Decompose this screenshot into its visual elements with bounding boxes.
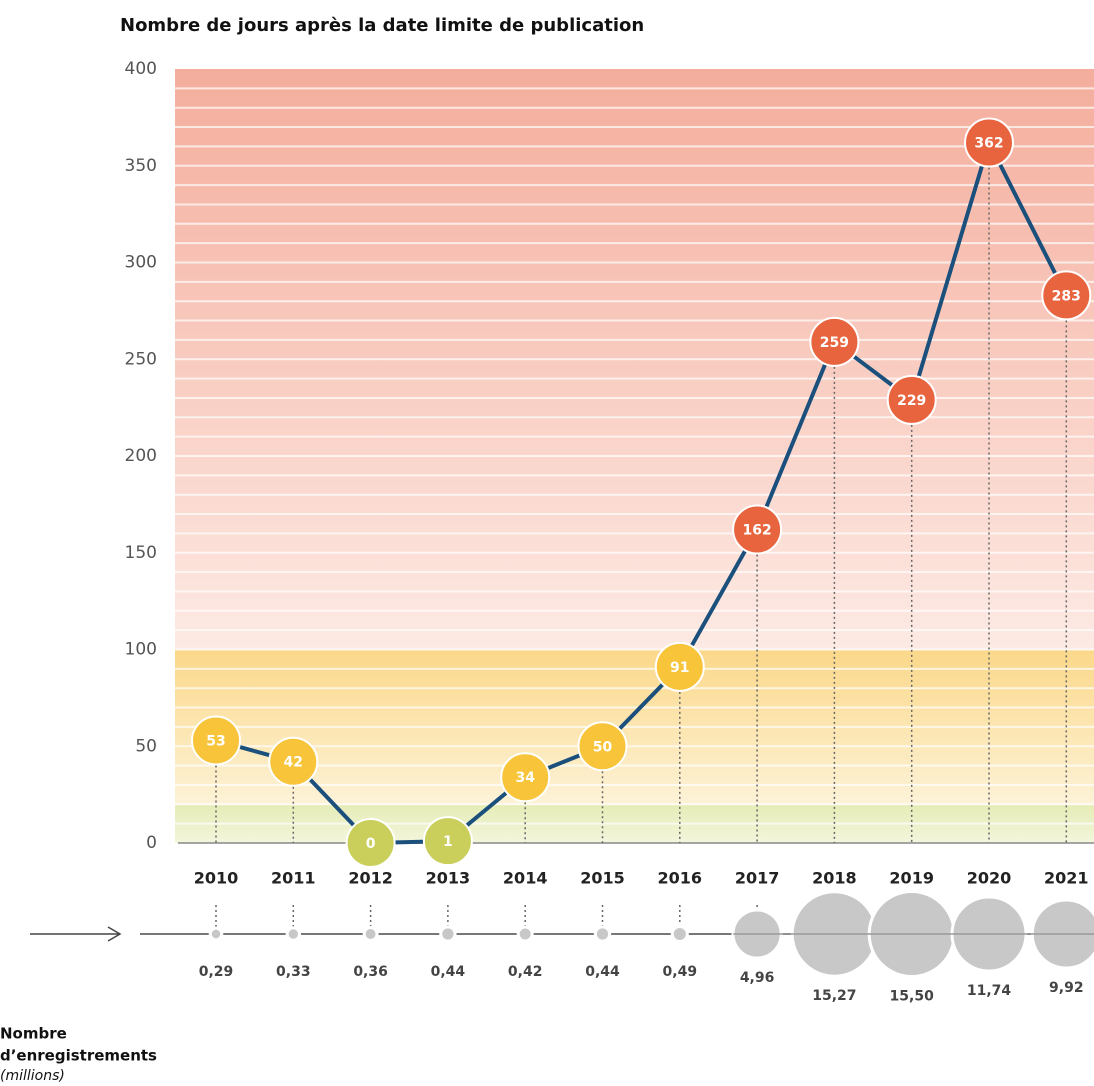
data-label: 50 [593, 739, 613, 755]
data-label: 259 [820, 335, 849, 351]
data-label: 283 [1052, 288, 1081, 304]
bubble-label: 0,49 [663, 964, 698, 980]
chart-title: Nombre de jours après la date limite de … [120, 15, 644, 36]
data-label: 162 [742, 523, 771, 539]
bubble [516, 925, 534, 943]
data-label: 362 [974, 136, 1003, 152]
data-label: 1 [443, 834, 453, 850]
y-tick-label: 200 [125, 446, 157, 466]
x-tick-label: 2020 [967, 869, 1012, 888]
bubble [285, 926, 302, 942]
bubble-label: 0,36 [353, 964, 388, 980]
row-label: d’enregistrements [0, 1047, 157, 1065]
x-tick-label: 2018 [812, 869, 857, 888]
marker [732, 504, 783, 555]
row-sublabel: (millions) [0, 1068, 65, 1084]
x-tick-label: 2013 [426, 869, 471, 888]
bubble-label: 0,44 [585, 964, 620, 980]
x-tick-label: 2015 [580, 869, 625, 888]
stripes [175, 87, 1094, 825]
y-tick-label: 400 [125, 59, 157, 79]
arrow [30, 926, 122, 942]
bubble-label: 9,92 [1049, 980, 1084, 996]
row-label: Nombre [0, 1025, 67, 1043]
x-tick-label: 2010 [194, 869, 239, 888]
bubble-label: 15,27 [812, 988, 856, 1004]
marker [345, 818, 396, 868]
bubble [439, 925, 457, 943]
x-tick-label: 2021 [1044, 869, 1089, 888]
x-tick-label: 2016 [658, 869, 703, 888]
y-tick-label: 150 [125, 543, 157, 563]
marker [577, 721, 628, 772]
data-label: 53 [206, 733, 225, 749]
y-tick-label: 250 [125, 349, 157, 369]
x-tick-label: 2012 [348, 869, 393, 888]
marker [654, 641, 705, 692]
marker [964, 117, 1014, 168]
bubble-label: 11,74 [967, 983, 1012, 999]
y-tick-label: 50 [135, 736, 157, 756]
x-tick-label: 2017 [735, 869, 780, 888]
y-tick-label: 300 [125, 253, 157, 273]
bubble-label: 4,96 [740, 970, 775, 986]
bubble [670, 924, 689, 944]
data-label: 42 [284, 755, 303, 771]
bubble [593, 925, 612, 943]
bubble-label: 0,44 [431, 964, 466, 980]
bubble-label: 0,33 [276, 964, 311, 980]
marker [500, 752, 551, 803]
marker [191, 715, 241, 766]
bubble [208, 926, 224, 942]
y-tick-label: 100 [125, 640, 157, 660]
y-tick-label: 0 [146, 833, 157, 853]
bubble [362, 926, 379, 942]
bubble-label: 0,29 [199, 964, 234, 980]
marker [422, 816, 473, 867]
marker [886, 374, 937, 425]
marker [268, 736, 319, 787]
bubble-label: 0,42 [508, 964, 543, 980]
x-tick-label: 2019 [889, 869, 934, 888]
marker [1041, 270, 1092, 321]
marker [809, 316, 860, 367]
x-tick-label: 2011 [271, 869, 316, 888]
bubble-label: 15,50 [890, 989, 935, 1005]
y-tick-label: 350 [125, 156, 157, 176]
data-label: 229 [897, 393, 926, 409]
data-label: 91 [670, 660, 689, 676]
x-tick-label: 2014 [503, 869, 548, 888]
data-label: 0 [366, 836, 376, 852]
data-label: 34 [515, 770, 535, 786]
